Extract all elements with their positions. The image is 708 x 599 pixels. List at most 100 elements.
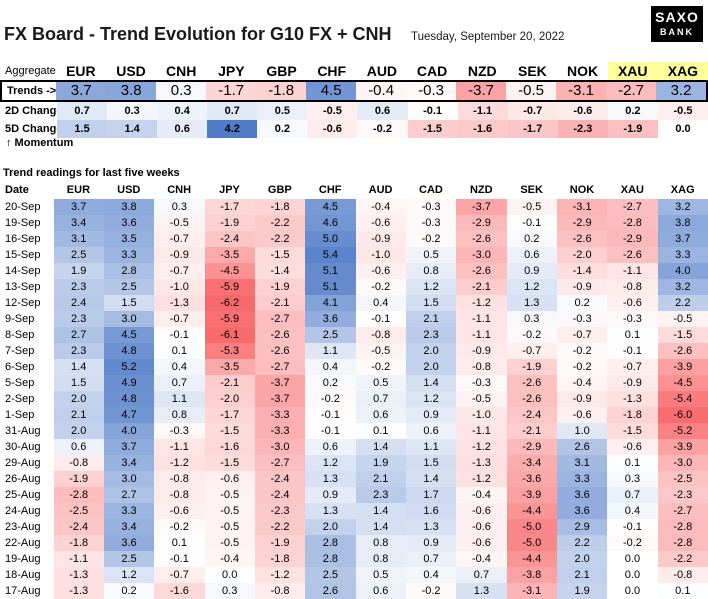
reading-cell-usd: 2.5 [103, 279, 155, 295]
currency-header-row: Aggregate EUR USD CNH JPY GBP CHF AUD CAD NZD SEK… [0, 62, 708, 80]
report-date: Tuesday, September 20, 2022 [411, 31, 565, 43]
currency-header-gbp: GBP [266, 63, 297, 79]
reading-cell-gbp: -2.2 [254, 519, 306, 535]
reading-cell-eur: 3.1 [53, 231, 104, 247]
date-cell: 8-Sep [5, 329, 35, 341]
table-row: 1-Sep 2.1 4.7 0.8 -1.7 -3.3 -0.1 0.6 0.9 -1.0 -2.4… [0, 407, 708, 423]
reading-cell-chf: 0.6 [305, 439, 356, 455]
reading-cell-usd: 1.5 [103, 295, 155, 311]
reading-cell-eur: -2.5 [53, 503, 104, 519]
reading-cell-cad: 1.4 [405, 375, 457, 391]
date-cell: 15-Sep [5, 249, 41, 261]
reading-cell-xau: -0.6 [607, 295, 658, 311]
reading-cell-cad: 1.2 [405, 391, 457, 407]
reading-cell-sek: -2.4 [506, 407, 557, 423]
change-5d-row: 5D Change 1.5 1.4 0.6 4.2 0.2 -0.6 -0.2 -1.5 -1.… [0, 120, 708, 138]
reading-cell-xau: 0.1 [607, 327, 658, 343]
reading-cell-aud: -0.6 [355, 263, 406, 279]
reading-cell-cad: -0.3 [405, 199, 457, 215]
reading-cell-cad: 0.7 [405, 551, 457, 567]
currency-header-nzd: NZD [467, 63, 497, 79]
date-cell: 7-Sep [5, 345, 35, 357]
change-5d-xag: 0.0 [657, 120, 708, 138]
reading-cell-usd: 4.7 [103, 407, 155, 423]
reading-cell-cnh: -0.1 [154, 551, 205, 567]
trend-value-cad: -0.3 [406, 82, 457, 100]
table-row: 20-Sep 3.7 3.8 0.3 -1.7 -1.8 4.5 -0.4 -0.3 -3.7 -0… [0, 199, 708, 215]
reading-cell-cad: 1.6 [405, 503, 457, 519]
reading-cell-cnh: -1.0 [154, 279, 205, 295]
reading-cell-eur: 2.1 [53, 407, 104, 423]
reading-cell-eur: 1.5 [53, 375, 104, 391]
reading-cell-cad: 2.3 [405, 327, 457, 343]
reading-cell-jpy: -4.5 [204, 263, 255, 279]
reading-cell-jpy: -2.1 [204, 375, 255, 391]
change-2d-label: 2D Change [5, 105, 63, 117]
reading-cell-cnh: 0.4 [154, 359, 205, 375]
date-cell: 31-Aug [5, 425, 41, 437]
readings-header-chf: CHF [318, 184, 342, 196]
table-row: 13-Sep 2.3 2.5 -1.0 -5.9 -1.9 5.1 -0.2 1.2 -2.1 1.… [0, 279, 708, 295]
reading-cell-gbp: -1.5 [254, 247, 306, 263]
reading-cell-gbp: -2.6 [254, 327, 306, 343]
change-5d-nzd: -1.6 [457, 120, 508, 138]
reading-cell-xag: -1.5 [657, 327, 708, 343]
reading-cell-sek: -3.9 [506, 487, 557, 503]
reading-cell-eur: 1.9 [53, 263, 104, 279]
aggregate-label: Aggregate [5, 65, 56, 77]
reading-cell-cnh: -0.6 [154, 503, 205, 519]
reading-cell-xag: -2.7 [657, 503, 708, 519]
reading-cell-eur: -2.4 [53, 519, 104, 535]
reading-cell-xau: -0.3 [607, 311, 658, 327]
reading-cell-usd: 3.4 [103, 455, 155, 471]
reading-cell-nok: 1.0 [556, 423, 608, 439]
reading-cell-gbp: -2.7 [254, 455, 306, 471]
reading-cell-xau: -1.1 [607, 263, 658, 279]
readings-header-cnh: CNH [167, 184, 192, 196]
reading-cell-jpy: -1.7 [204, 407, 255, 423]
reading-cell-cnh: 1.1 [154, 391, 205, 407]
reading-cell-sek: 1.2 [506, 279, 557, 295]
reading-cell-usd: 3.0 [103, 311, 155, 327]
reading-cell-aud: 0.5 [355, 567, 406, 583]
reading-cell-xau: -1.5 [607, 423, 658, 439]
reading-cell-xau: -0.9 [607, 375, 658, 391]
reading-cell-sek: -3.1 [506, 583, 557, 599]
reading-cell-aud: 2.3 [355, 487, 406, 503]
reading-cell-usd: 2.5 [103, 551, 155, 567]
reading-cell-usd: 3.3 [103, 247, 155, 263]
date-cell: 14-Sep [5, 265, 41, 277]
reading-cell-jpy: -6.1 [204, 327, 255, 343]
reading-cell-usd: 1.2 [103, 567, 155, 583]
reading-cell-cnh: -1.3 [154, 295, 205, 311]
table-row: 8-Sep 2.7 4.5 -0.1 -6.1 -2.6 2.5 -0.8 2.3 -1.1 -0.… [0, 327, 708, 343]
currency-header-chf: CHF [317, 63, 347, 79]
logo-bottom-text: BANK [660, 27, 694, 37]
change-2d-jpy: 0.7 [207, 102, 258, 120]
change-5d-aud: -0.2 [357, 120, 408, 138]
reading-cell-jpy: 0.0 [204, 567, 255, 583]
reading-cell-gbp: -3.3 [254, 423, 306, 439]
table-row: 2-Sep 2.0 4.8 1.1 -2.0 -3.7 -0.2 0.7 1.2 -0.5 -2.6… [0, 391, 708, 407]
reading-cell-cad: 1.5 [405, 295, 457, 311]
change-2d-eur: 0.7 [57, 102, 108, 120]
reading-cell-usd: 0.2 [103, 583, 155, 599]
table-row: 16-Sep 3.1 3.5 -0.7 -2.4 -2.2 5.0 -0.9 -0.2 -2.6 0… [0, 231, 708, 247]
reading-cell-jpy: -5.3 [204, 343, 255, 359]
reading-cell-nok: -0.4 [556, 375, 608, 391]
reading-cell-eur: 2.3 [53, 343, 104, 359]
reading-cell-nok: -0.3 [556, 311, 608, 327]
reading-cell-chf: 0.2 [305, 375, 356, 391]
reading-cell-usd: 4.8 [103, 343, 155, 359]
reading-cell-cad: 1.7 [405, 487, 457, 503]
reading-cell-nzd: -3.7 [456, 199, 507, 215]
reading-cell-aud: 0.4 [355, 295, 406, 311]
reading-cell-chf: 5.1 [305, 263, 356, 279]
trend-value-xau: -2.7 [606, 82, 657, 100]
table-row: 23-Aug -2.4 3.4 -0.2 -0.5 -2.2 2.0 1.4 1.3 -0.6 -5… [0, 519, 708, 535]
reading-cell-nzd: -2.9 [456, 215, 507, 231]
reading-cell-nzd: -3.0 [456, 247, 507, 263]
reading-cell-chf: 1.1 [305, 343, 356, 359]
reading-cell-nok: 3.6 [556, 503, 608, 519]
reading-cell-xau: 0.0 [607, 583, 658, 599]
